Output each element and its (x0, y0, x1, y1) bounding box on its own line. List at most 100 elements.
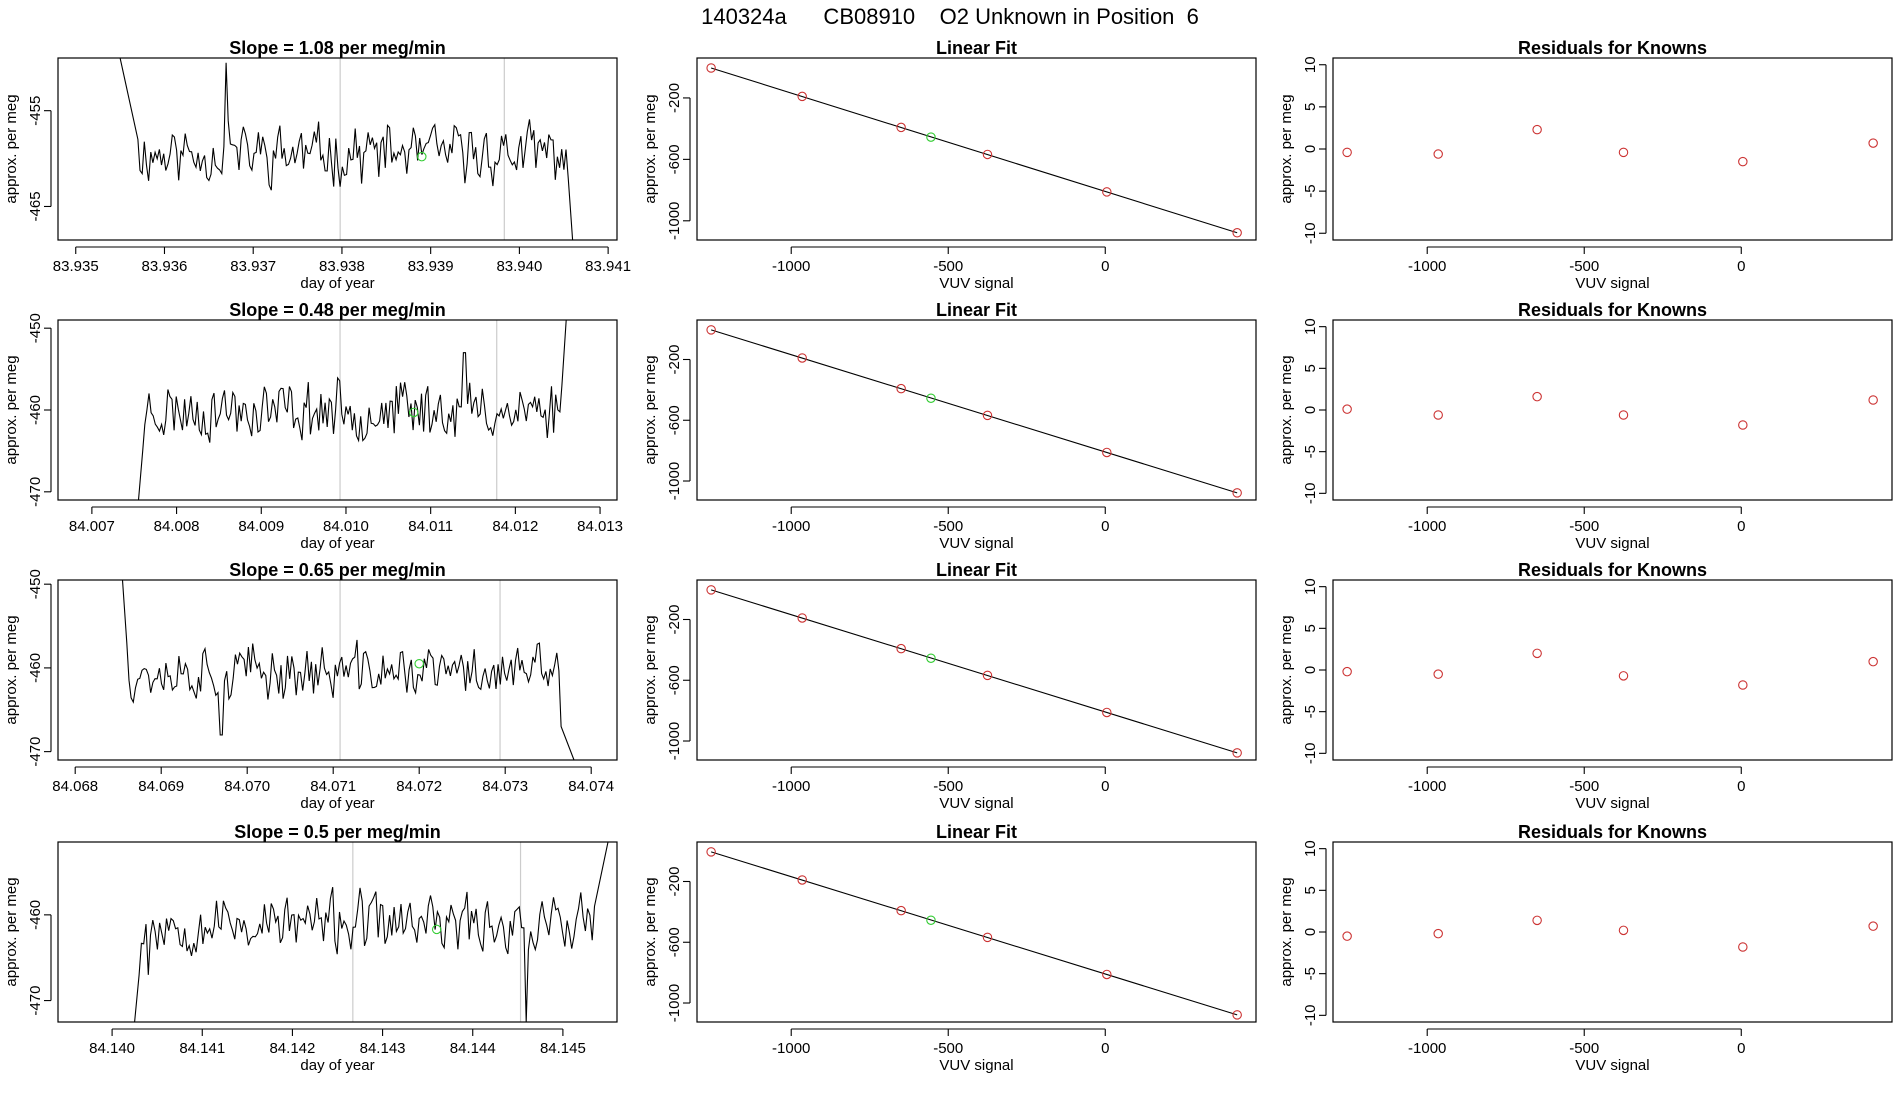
panel-title: Linear Fit (936, 560, 1017, 580)
y-tick-label: -460 (27, 395, 44, 425)
x-tick-label: 84.144 (450, 1040, 496, 1057)
y-axis-label: approx. per meg (1278, 94, 1295, 203)
y-axis-label: approx. per meg (1278, 355, 1295, 464)
signal-trace (119, 58, 574, 240)
x-tick-label: 0 (1101, 518, 1109, 535)
x-tick-label: -500 (1569, 1040, 1599, 1057)
x-tick-label: -500 (1569, 518, 1599, 535)
panel-title: Residuals for Knowns (1518, 38, 1707, 58)
x-tick-label: 84.074 (568, 778, 614, 795)
known-point (797, 613, 807, 623)
fit-line (710, 329, 1238, 494)
y-tick-label: 10 (1302, 578, 1319, 595)
plot-frame (1332, 319, 1893, 501)
x-tick-label: 84.010 (323, 518, 369, 535)
timeseries-panel-row-1: Slope = 1.08 per meg/min 83.935 83.936 83.9… (3, 38, 631, 292)
x-tick-label: -1000 (772, 1040, 810, 1057)
residual-point (1342, 147, 1352, 158)
signal-trace (137, 320, 567, 500)
fit-line (710, 67, 1238, 234)
y-tick-label: -1000 (666, 202, 683, 240)
fit-line (710, 589, 1238, 754)
unknown-point (417, 151, 427, 162)
y-tick-label: -200 (666, 604, 683, 634)
y-tick-label: 0 (1302, 928, 1319, 936)
plot-frame (57, 579, 618, 761)
known-point (797, 91, 807, 102)
x-tick-label: 83.939 (408, 258, 454, 275)
timeseries-panel-row-4: Slope = 0.5 per meg/min 84.140 84.141 84.14… (3, 822, 618, 1074)
panel-title: Linear Fit (936, 38, 1017, 58)
y-tick-label: -200 (666, 866, 683, 896)
x-tick-label: 84.143 (360, 1040, 406, 1057)
x-tick-label: 84.145 (540, 1040, 586, 1057)
x-tick-label: -1000 (772, 518, 810, 535)
panel-title: Linear Fit (936, 822, 1017, 842)
plot-frame (1332, 579, 1893, 761)
residual-point (1532, 915, 1542, 926)
residual-point (1868, 395, 1878, 405)
x-axis-label: VUV signal (1575, 795, 1649, 812)
plot-frame (696, 579, 1257, 761)
x-axis-label: day of year (300, 1057, 374, 1074)
signal-trace (134, 842, 609, 1022)
known-point (1232, 1010, 1242, 1020)
residual-point (1433, 928, 1443, 939)
timeseries-panel-row-2: Slope = 0.48 per meg/min 84.007 84.008 84.0… (3, 300, 623, 552)
residual-point (1532, 124, 1542, 135)
residual-point (1532, 391, 1542, 402)
x-tick-label: -1000 (1408, 258, 1446, 275)
panel-title: Linear Fit (936, 300, 1017, 320)
y-tick-label: -470 (27, 737, 44, 767)
known-point (982, 670, 993, 681)
fit-panel-row-1: Linear Fit -1000 -500 0 VUV signal -1000 -600 -… (642, 38, 1257, 292)
residuals-panel-row-2: Residuals for Knowns -1000 -500 0 VUV signal… (1278, 300, 1893, 552)
x-tick-label: 0 (1101, 1040, 1109, 1057)
residual-point (1532, 648, 1542, 659)
plot-area (1342, 124, 1878, 167)
known-point (1102, 969, 1112, 980)
y-tick-label: -460 (27, 653, 44, 683)
residual-point (1738, 156, 1748, 167)
plot-area (1342, 391, 1878, 430)
y-tick-label: -600 (666, 927, 683, 957)
y-tick-label: -455 (27, 96, 44, 126)
x-tick-label: -1000 (1408, 1040, 1446, 1057)
x-tick-label: -500 (1569, 258, 1599, 275)
x-tick-label: 84.072 (396, 778, 442, 795)
residual-point (1433, 410, 1443, 420)
x-tick-label: -500 (933, 778, 963, 795)
plot-frame (696, 319, 1257, 501)
y-tick-label: 5 (1302, 624, 1319, 632)
y-tick-label: 5 (1302, 103, 1319, 111)
known-point (797, 353, 807, 363)
unknown-point (414, 658, 424, 669)
y-tick-label: 10 (1302, 840, 1319, 857)
panel-title: Residuals for Knowns (1518, 300, 1707, 320)
residual-point (1868, 921, 1878, 931)
plot-area (706, 585, 1242, 758)
residual-point (1342, 931, 1352, 941)
x-tick-label: 84.141 (179, 1040, 225, 1057)
residual-point (1738, 942, 1748, 952)
y-tick-label: 0 (1302, 145, 1319, 153)
panel-title: Slope = 0.65 per meg/min (229, 560, 446, 580)
plot-frame (1332, 841, 1893, 1023)
panel-title: Residuals for Knowns (1518, 560, 1707, 580)
x-tick-label: 0 (1737, 258, 1745, 275)
known-point (706, 585, 716, 595)
x-tick-label: 84.013 (577, 518, 623, 535)
y-tick-label: 10 (1302, 318, 1319, 335)
residual-point (1618, 671, 1629, 681)
x-axis-label: day of year (300, 275, 374, 292)
y-tick-label: -600 (666, 405, 683, 435)
residual-point (1342, 404, 1352, 414)
unknown-point (926, 132, 936, 142)
x-axis-label: day of year (300, 795, 374, 812)
y-tick-label: -5 (1302, 445, 1319, 458)
y-axis-label: approx. per meg (1278, 615, 1295, 724)
x-axis-label: day of year (300, 535, 374, 552)
x-tick-label: 84.009 (238, 518, 284, 535)
plot-area (1342, 648, 1878, 690)
known-point (982, 410, 993, 421)
